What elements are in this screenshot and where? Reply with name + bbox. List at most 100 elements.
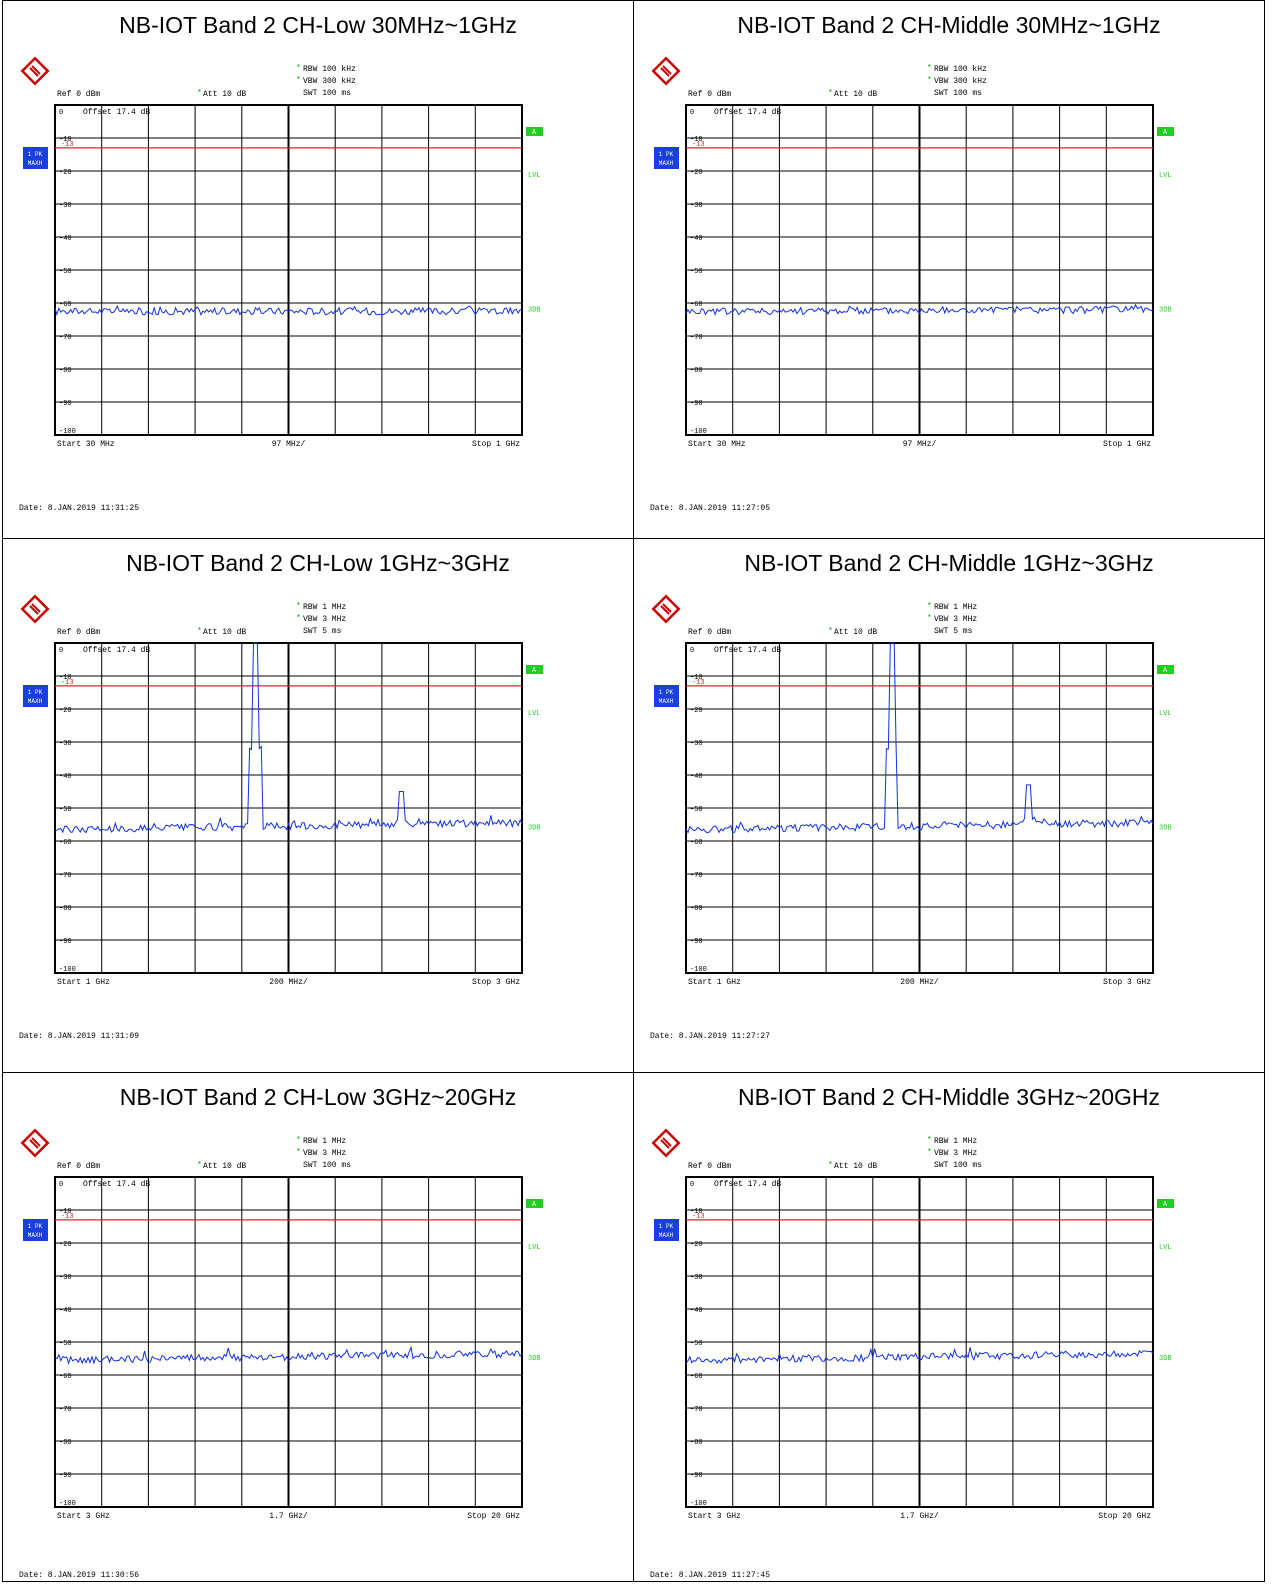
limit-label: -13 [61,141,74,149]
start-frequency-label: Start 30 MHz [57,440,115,449]
limit-label: -13 [61,1213,74,1221]
start-frequency-label: Start 3 GHz [57,1512,110,1521]
trace-label-box: 1 PK MAXH [654,147,679,169]
attenuation-label: Att 10 dB [834,1162,877,1171]
vbw-label: VBW 3 MHz [934,615,977,624]
status-lvl-label: LVL [528,710,541,718]
offset-label: Offset 17.4 dB [714,108,781,117]
panel-cell-4: NB-IOT Band 2 CH-Low 3GHz~20GHz * RBW 1 M… [2,1072,634,1582]
trace-label-box: 1 PK MAXH [654,685,679,707]
trace-mode-label: MAXH [28,1232,43,1239]
changed-marker: * [296,76,301,85]
trace-mode-label: MAXH [28,160,43,167]
y-tick-label: -50 [690,806,703,814]
y-tick-label: -80 [59,367,72,375]
y-tick-label: -30 [690,1274,703,1282]
y-tick-label: -10 [59,136,72,144]
status-3db-label: 3DB [1159,1355,1172,1363]
y-tick-label: -50 [59,1340,72,1348]
span-per-div-label: 97 MHz/ [903,440,937,449]
y-tick-label: -20 [690,1241,703,1249]
vbw-label: VBW 3 MHz [303,615,346,624]
stop-frequency-label: Stop 3 GHz [1103,978,1151,987]
panel-cell-0: NB-IOT Band 2 CH-Low 30MHz~1GHz * RBW 100… [2,0,634,539]
changed-marker: * [927,76,932,85]
status-a-label: A [1163,667,1168,675]
trace-label: 1 PK [659,1223,674,1230]
trace-mode-label: MAXH [659,160,674,167]
date-label: Date: 8.JAN.2019 11:30:56 [19,1571,139,1580]
status-lvl-label: LVL [528,1244,541,1252]
vbw-label: VBW 3 MHz [934,1149,977,1158]
y-tick-label: -100 [59,428,76,436]
stop-frequency-label: Stop 1 GHz [1103,440,1151,449]
start-frequency-label: Start 3 GHz [688,1512,741,1521]
status-a-box [526,665,543,674]
panel-title: NB-IOT Band 2 CH-Low 3GHz~20GHz [119,1084,517,1110]
status-3db-label: 3DB [1159,824,1172,832]
rbw-label: RBW 100 kHz [934,65,987,74]
rs-logo-icon [651,56,681,86]
offset-label: Offset 17.4 dB [83,1180,150,1189]
y-tick-label: -70 [690,872,703,880]
trace-mode-label: MAXH [659,1232,674,1239]
swt-label: SWT 100 ms [934,1161,982,1170]
y-tick-label: -60 [59,1373,72,1381]
spectrum-plot-3: * RBW 1 MHz * VBW 3 MHz SWT 5 ms Ref 0 dBm * At… [634,539,1264,1072]
changed-marker: * [296,1148,301,1157]
spectrum-trace [54,642,523,834]
y-tick-label: -30 [59,202,72,210]
swt-label: SWT 5 ms [934,627,973,636]
rbw-label: RBW 1 MHz [934,1137,977,1146]
changed-marker: * [197,89,202,98]
panel-cell-5: NB-IOT Band 2 CH-Middle 3GHz~20GHz * RBW … [633,1072,1265,1582]
spectrum-plot-4: * RBW 1 MHz * VBW 3 MHz SWT 100 ms Ref 0 dBm *… [3,1073,633,1581]
spectrum-trace [54,304,522,317]
rbw-label: RBW 100 kHz [303,65,356,74]
rbw-label: RBW 1 MHz [303,1137,346,1146]
y-tick-label: -70 [690,334,703,342]
y-tick-label: -40 [59,773,72,781]
y-tick-label: -40 [59,1307,72,1315]
rbw-label: RBW 1 MHz [934,603,977,612]
date-label: Date: 8.JAN.2019 11:27:45 [650,1571,770,1580]
attenuation-label: Att 10 dB [834,628,877,637]
status-a-box [1157,127,1174,136]
y-tick-label: -30 [59,740,72,748]
span-per-div-label: 1.7 GHz/ [900,1512,939,1521]
changed-marker: * [927,1136,932,1145]
changed-marker: * [296,64,301,73]
y-tick-label: -90 [690,400,703,408]
panel-title: NB-IOT Band 2 CH-Middle 1GHz~3GHz [744,550,1154,576]
y-tick-label: 0 [690,109,694,117]
changed-marker: * [296,1136,301,1145]
status-3db-label: 3DB [528,824,541,832]
y-tick-label: 0 [59,1181,63,1189]
changed-marker: * [296,614,301,623]
status-lvl-label: LVL [1159,172,1172,180]
y-tick-label: -70 [59,872,72,880]
spectrum-plot-0: * RBW 100 kHz * VBW 300 kHz SWT 100 ms Ref 0 … [3,1,633,538]
y-tick-label: -90 [59,938,72,946]
y-tick-label: -80 [690,905,703,913]
y-tick-label: 0 [59,647,63,655]
y-tick-label: -50 [690,268,703,276]
changed-marker: * [828,1161,833,1170]
y-tick-label: -60 [690,1373,703,1381]
y-tick-label: -100 [690,966,707,974]
span-per-div-label: 200 MHz/ [900,978,939,987]
y-tick-label: -40 [690,1307,703,1315]
status-a-label: A [532,129,537,137]
limit-label: -13 [61,679,74,687]
y-tick-label: -80 [59,905,72,913]
swt-label: SWT 100 ms [303,1161,351,1170]
rs-logo-icon [20,1128,50,1158]
rs-logo-icon [20,594,50,624]
status-lvl-label: LVL [1159,710,1172,718]
